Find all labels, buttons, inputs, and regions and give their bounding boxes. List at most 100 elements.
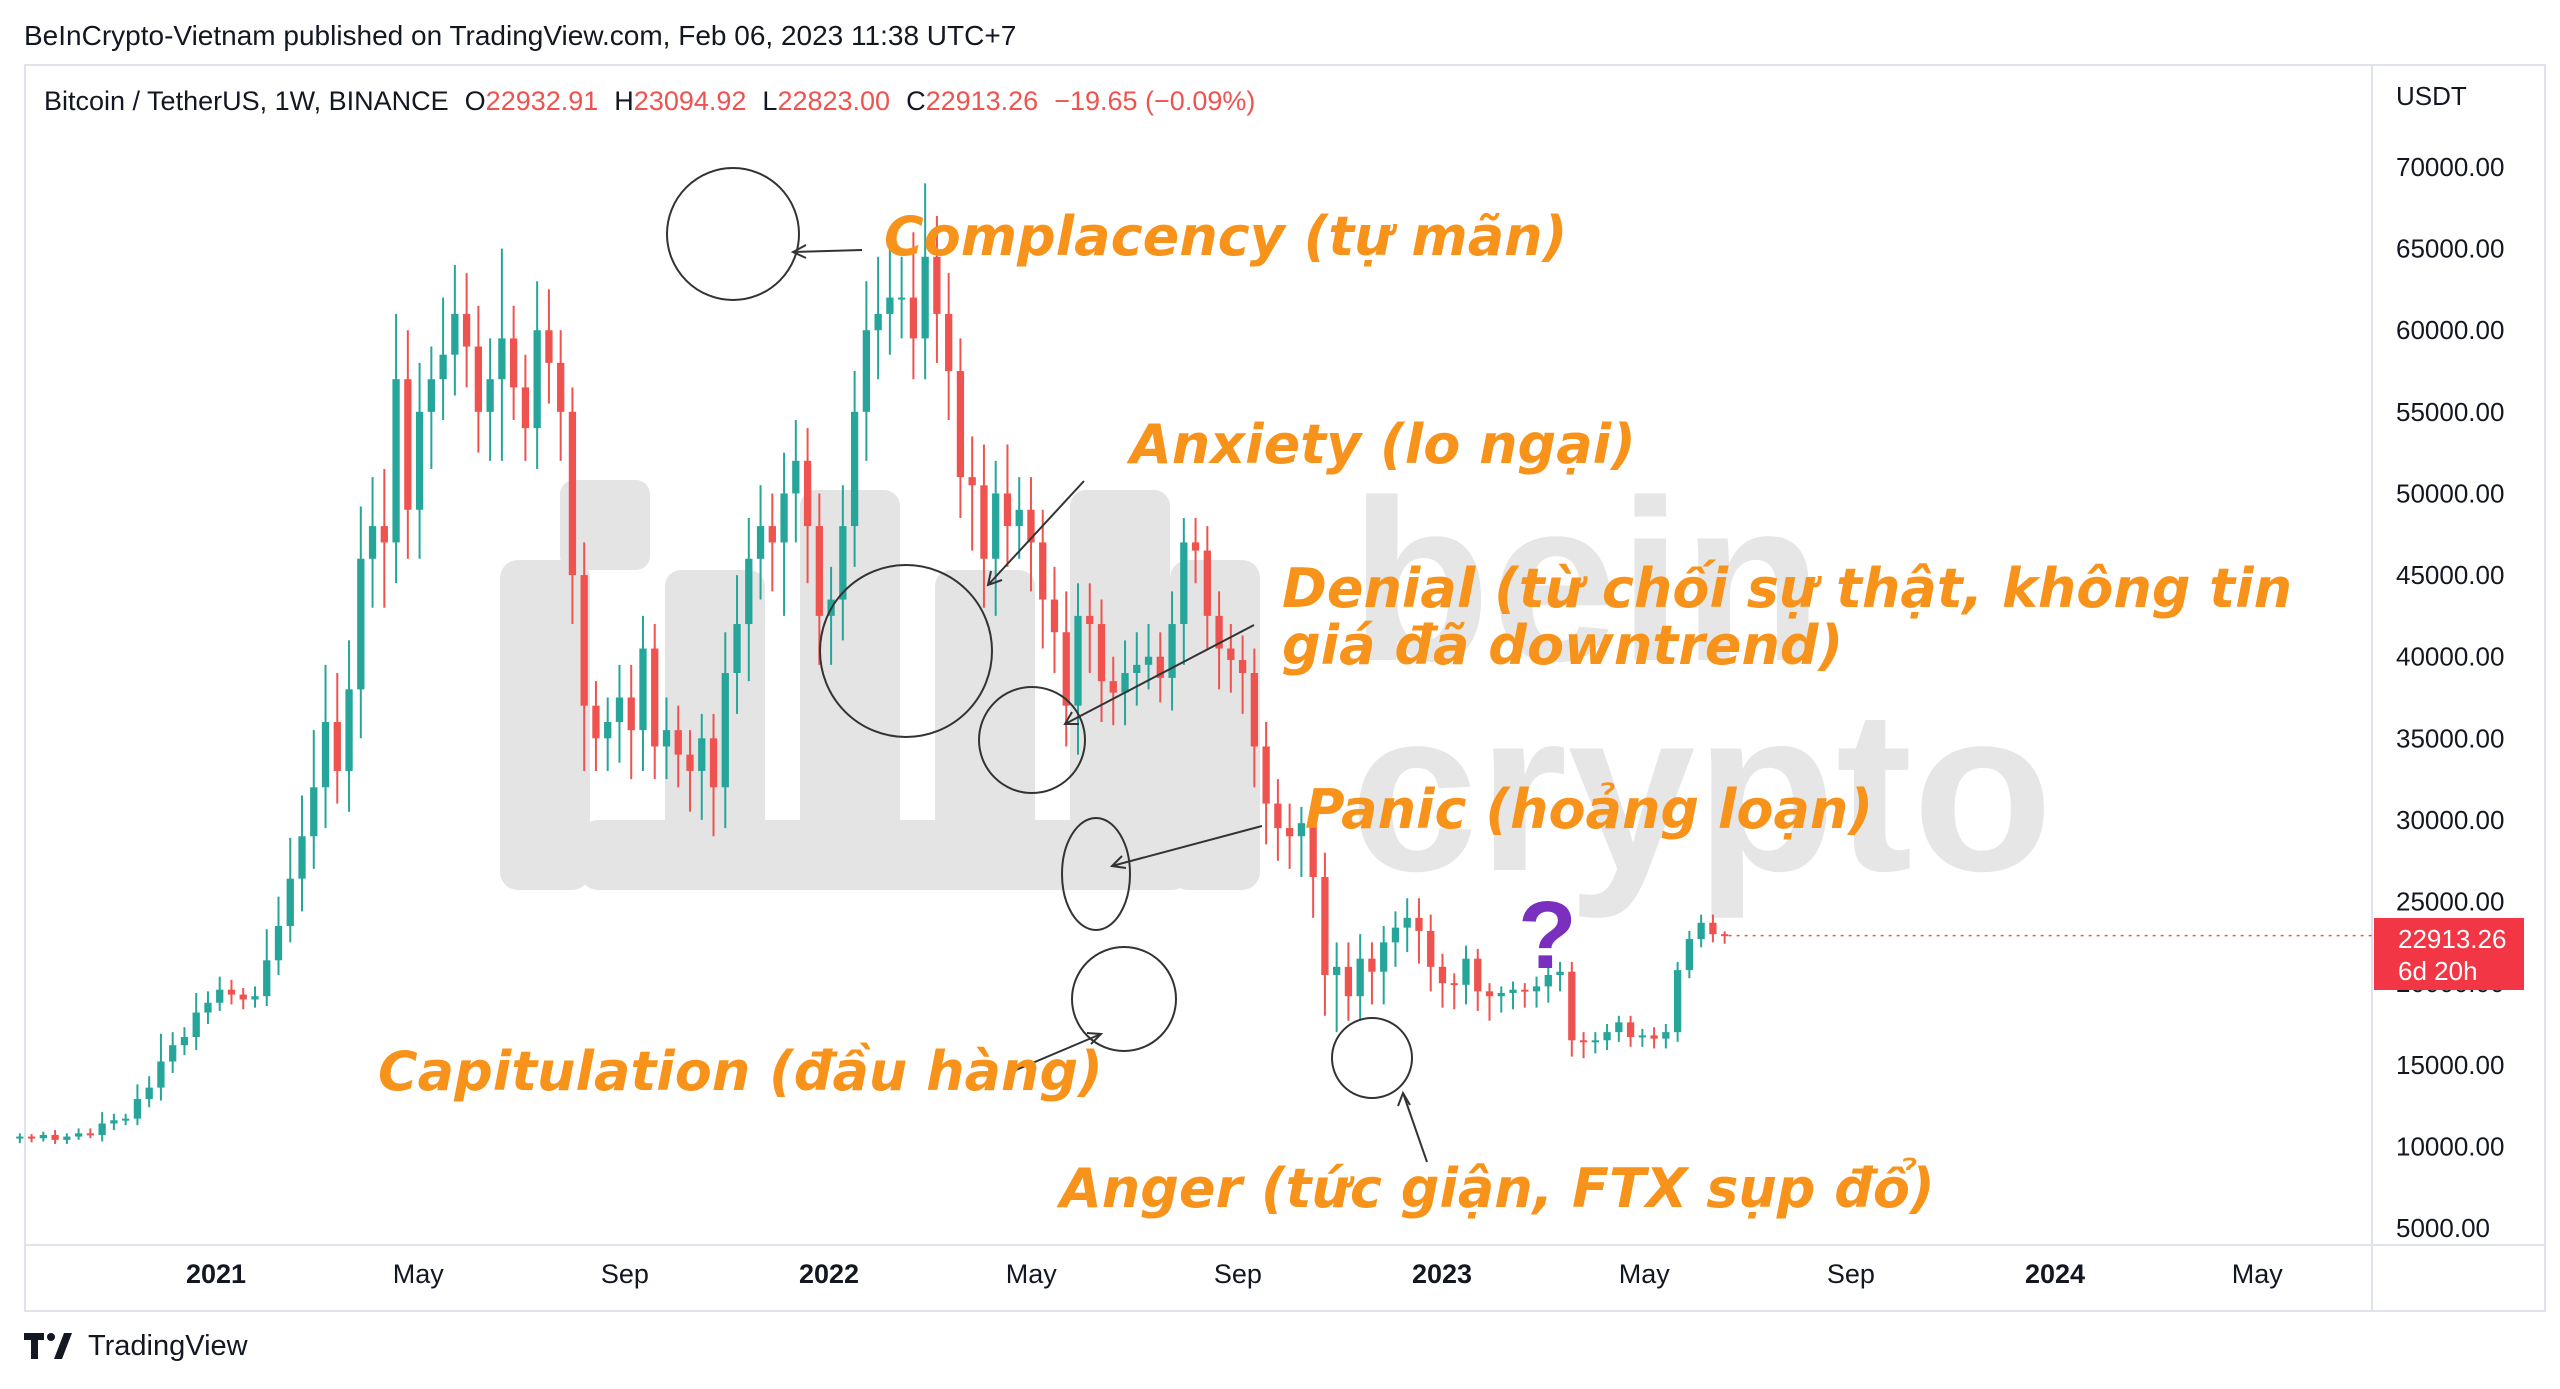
y-tick-label: 25000.00 (2396, 887, 2504, 917)
candle (1368, 942, 1376, 1005)
publisher-line: BeInCrypto-Vietnam published on TradingV… (24, 20, 1017, 51)
candle (169, 1032, 177, 1073)
candle (74, 1128, 83, 1140)
candle (1121, 640, 1129, 726)
candle (1238, 635, 1247, 714)
x-tick-label: May (2232, 1259, 2284, 1289)
candle (968, 436, 976, 551)
y-tick-label: 15000.00 (2396, 1050, 2504, 1080)
legend-low-key: L (762, 86, 778, 116)
legend-open-key: O (464, 86, 486, 116)
arrow-capitulation (1015, 1033, 1102, 1071)
bar-countdown: 6d 20h (2398, 956, 2478, 986)
chart-frame (24, 64, 2546, 1312)
y-tick-label: 70000.00 (2396, 152, 2504, 182)
y-tick-label: 55000.00 (2396, 397, 2504, 427)
candle (145, 1076, 153, 1108)
candle (1297, 806, 1306, 878)
y-tick-label: 5000.00 (2396, 1213, 2490, 1243)
candle (263, 929, 271, 1007)
y-tick-label: 50000.00 (2396, 478, 2504, 508)
candle (27, 1134, 36, 1143)
legend-close: 22913.26 (925, 86, 1039, 116)
candle (251, 986, 259, 1008)
candle (380, 468, 388, 608)
candle (1015, 477, 1023, 559)
candle (1662, 1023, 1670, 1049)
y-tick-label: 45000.00 (2396, 560, 2504, 590)
candle (204, 991, 212, 1024)
legend-open: 22932.91 (485, 86, 599, 116)
candle (698, 713, 706, 820)
candle (768, 493, 776, 592)
candle (286, 837, 294, 943)
annotation-denial-line1: Denial (từ chối sự thật, không tin (1282, 557, 2292, 620)
candle (216, 976, 224, 1011)
candle (321, 664, 330, 829)
candle (1203, 526, 1211, 649)
arrow-anxiety (987, 480, 1085, 586)
candle (862, 281, 871, 461)
x-tick-label: Sep (601, 1259, 649, 1289)
candle (368, 477, 377, 608)
candle (239, 988, 247, 1010)
x-tick-label: May (1006, 1259, 1058, 1289)
circle-anxiety (819, 564, 993, 738)
candle (1180, 517, 1188, 665)
candle (180, 1027, 189, 1055)
tradingview-logo-icon[interactable] (24, 1332, 76, 1361)
candle (745, 517, 753, 682)
candle (1509, 981, 1517, 1010)
candle (1168, 591, 1176, 711)
candle (980, 444, 988, 608)
time-axis[interactable]: 2021 May Sep 2022 May Sep 2023 May Sep 2024 May (186, 1259, 2283, 1289)
legend-close-key: C (906, 86, 926, 116)
arrow-anger (1402, 1092, 1428, 1163)
candle (1579, 1032, 1588, 1059)
candle (357, 506, 365, 739)
x-tick-label: 2023 (1412, 1259, 1472, 1289)
symbol-legend[interactable]: Bitcoin / TetherUS, 1W, BINANCE O22932.91… (44, 86, 1255, 117)
footer-brand[interactable]: TradingView (88, 1330, 248, 1362)
question-mark: ? (1518, 882, 1577, 989)
candle (122, 1113, 130, 1126)
x-tick-label: 2024 (2025, 1259, 2085, 1289)
candle (545, 289, 553, 404)
candle (1356, 934, 1364, 1021)
candle (933, 215, 941, 363)
candle (1391, 911, 1400, 967)
candle (639, 615, 647, 771)
candle (1462, 945, 1470, 1005)
candle (1474, 948, 1482, 1011)
candle (439, 297, 447, 421)
candle (1544, 965, 1552, 1003)
candle (1380, 926, 1388, 1005)
candle (1321, 852, 1329, 1016)
candle (1603, 1023, 1611, 1051)
candle (63, 1133, 71, 1144)
candle (98, 1112, 106, 1142)
candle (1097, 599, 1106, 722)
candle (427, 346, 435, 469)
candle (1709, 914, 1717, 943)
candle (1086, 583, 1094, 674)
annotation-capitulation: Capitulation (đầu hàng) (378, 1040, 1103, 1103)
candle (792, 420, 800, 543)
price-axis[interactable]: 70000.00 65000.00 60000.00 55000.00 50000.00… (2396, 152, 2504, 1243)
arrow-denial (1064, 624, 1255, 725)
annotation-anger: Anger (tức giận, FTX sụp đổ) (1056, 1157, 1935, 1220)
candle (498, 248, 506, 461)
candle (850, 371, 859, 567)
candle (1697, 914, 1705, 948)
candle (1074, 583, 1082, 755)
candle (815, 493, 823, 665)
candle (1721, 931, 1729, 944)
legend-high-key: H (614, 86, 634, 116)
candle (651, 624, 659, 780)
footer: TradingView (24, 1330, 248, 1363)
x-tick-label: 2021 (186, 1259, 246, 1289)
watermark-logo (500, 480, 1260, 890)
candle (945, 273, 953, 421)
candle (404, 330, 412, 559)
